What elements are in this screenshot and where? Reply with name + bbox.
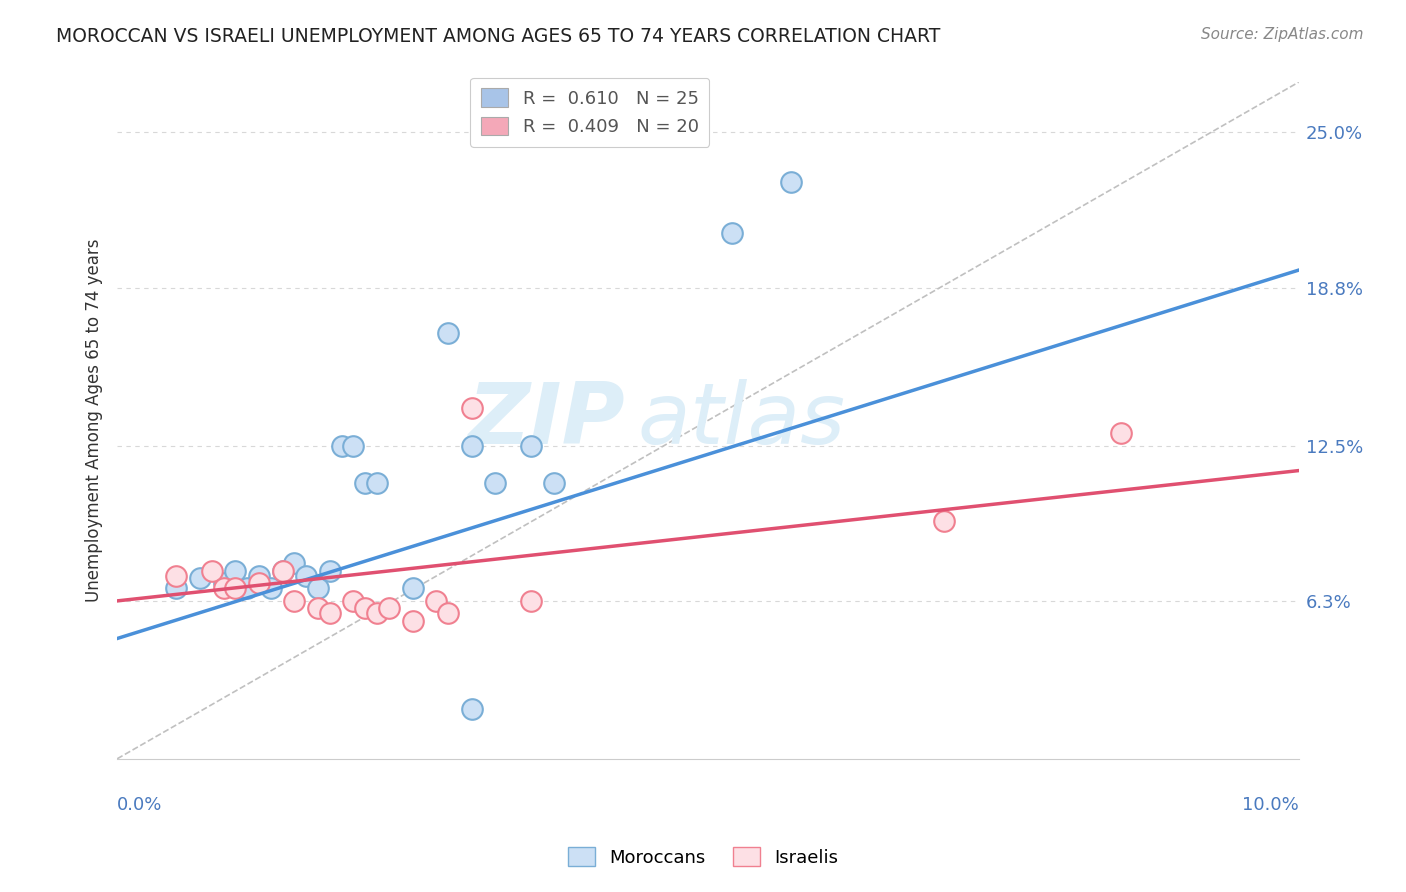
Point: [188, 571, 211, 585]
Point: [165, 582, 187, 596]
Point: [271, 564, 294, 578]
Point: [519, 594, 541, 608]
Point: [224, 564, 246, 578]
Point: [366, 607, 388, 621]
Point: [425, 594, 447, 608]
Point: [271, 564, 294, 578]
Point: [260, 582, 283, 596]
Point: [330, 438, 353, 452]
Text: ZIP: ZIP: [468, 379, 626, 462]
Point: [247, 576, 270, 591]
Point: [366, 476, 388, 491]
Point: [543, 476, 565, 491]
Point: [519, 438, 541, 452]
Point: [224, 582, 246, 596]
Text: 10.0%: 10.0%: [1241, 796, 1299, 814]
Point: [295, 569, 318, 583]
Point: [1111, 425, 1133, 440]
Legend: R =  0.610   N = 25, R =  0.409   N = 20: R = 0.610 N = 25, R = 0.409 N = 20: [470, 78, 710, 147]
Point: [212, 582, 235, 596]
Point: [460, 701, 482, 715]
Point: [484, 476, 506, 491]
Point: [307, 601, 329, 615]
Point: [934, 514, 956, 528]
Point: [319, 607, 342, 621]
Text: 0.0%: 0.0%: [117, 796, 163, 814]
Point: [236, 582, 259, 596]
Point: [247, 569, 270, 583]
Text: Source: ZipAtlas.com: Source: ZipAtlas.com: [1201, 27, 1364, 42]
Point: [319, 564, 342, 578]
Point: [283, 594, 305, 608]
Point: [342, 438, 364, 452]
Point: [212, 576, 235, 591]
Point: [437, 607, 460, 621]
Point: [201, 564, 224, 578]
Point: [165, 569, 187, 583]
Point: [460, 438, 482, 452]
Point: [401, 614, 423, 628]
Point: [378, 601, 401, 615]
Legend: Moroccans, Israelis: Moroccans, Israelis: [561, 840, 845, 874]
Point: [354, 476, 377, 491]
Text: atlas: atlas: [637, 379, 845, 462]
Point: [460, 401, 482, 415]
Text: MOROCCAN VS ISRAELI UNEMPLOYMENT AMONG AGES 65 TO 74 YEARS CORRELATION CHART: MOROCCAN VS ISRAELI UNEMPLOYMENT AMONG A…: [56, 27, 941, 45]
Point: [720, 226, 742, 240]
Point: [437, 326, 460, 340]
Point: [307, 582, 329, 596]
Point: [779, 175, 801, 189]
Point: [342, 594, 364, 608]
Point: [354, 601, 377, 615]
Point: [283, 557, 305, 571]
Point: [401, 582, 423, 596]
Y-axis label: Unemployment Among Ages 65 to 74 years: Unemployment Among Ages 65 to 74 years: [86, 239, 103, 602]
